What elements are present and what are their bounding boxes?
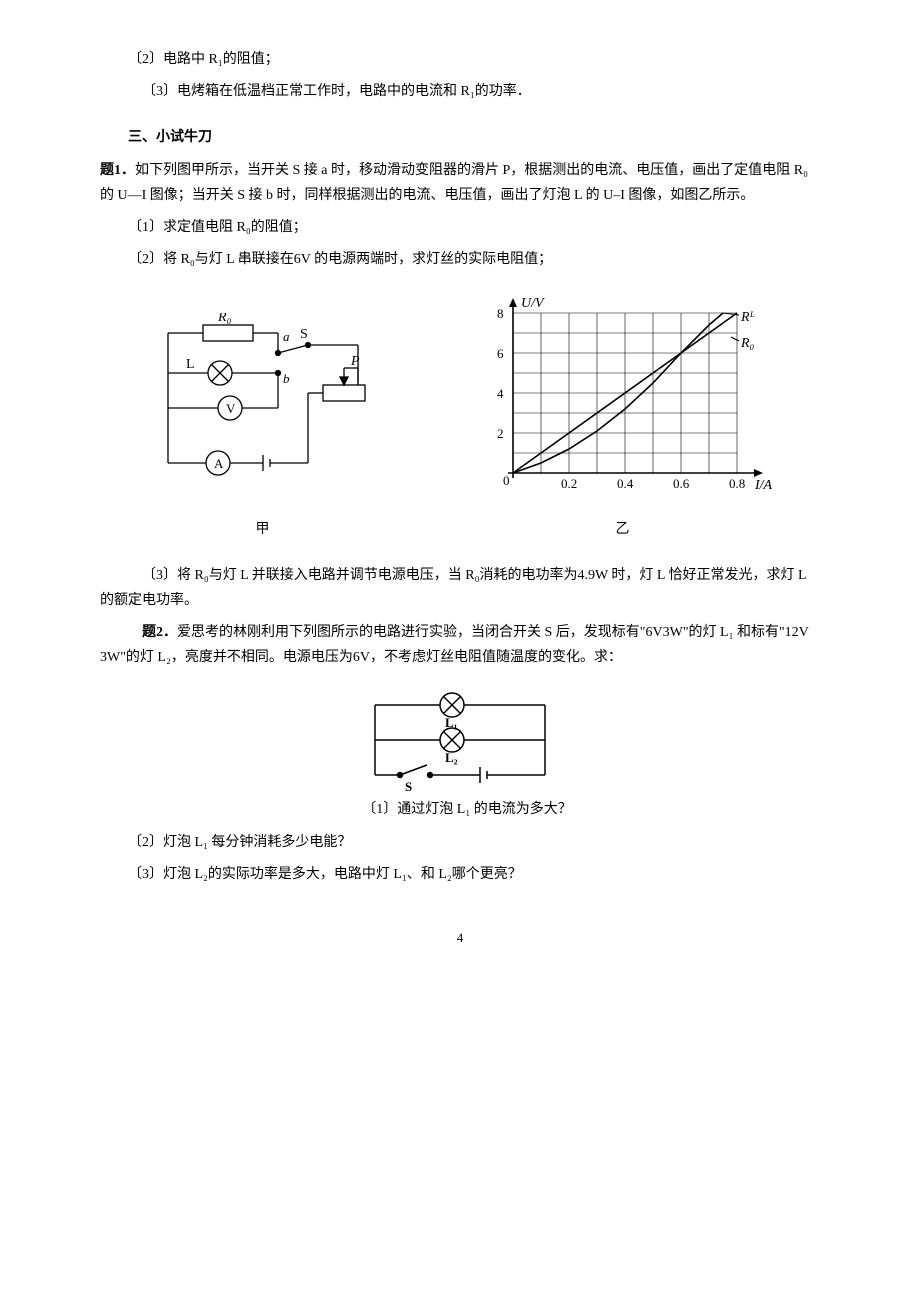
ytick-8: 8 bbox=[497, 306, 504, 321]
label-S: S bbox=[300, 327, 308, 342]
label-A: A bbox=[214, 456, 224, 471]
label-S2: S bbox=[405, 779, 412, 794]
p2-body: 爱思考的林刚利用下列图所示的电路进行实验，当闭合开关 S 后，发现标有"6V3W… bbox=[100, 625, 809, 665]
xlabel: I/A bbox=[754, 478, 773, 493]
circuit-jia-svg: R₀ L a b S P V A bbox=[148, 313, 378, 503]
p1-q1: 〔1〕求定值电阻 R₀的阻值； bbox=[100, 215, 820, 240]
label-R0-line: R₀ bbox=[740, 336, 755, 351]
figure-2-wrap: L₁ L₂ S 〔1〕通过灯泡 L₁ 的电流为多大？ bbox=[100, 685, 820, 823]
caption-jia: 甲 bbox=[148, 517, 378, 542]
ytick-4: 4 bbox=[497, 386, 504, 401]
top-q2: 〔2〕电路中 R₁的阻值； bbox=[100, 47, 820, 72]
xtick-04: 0.4 bbox=[617, 476, 634, 491]
label-b: b bbox=[283, 371, 290, 386]
origin: 0 bbox=[503, 473, 510, 488]
label-P: P bbox=[350, 354, 360, 369]
graph-yi-svg: U/V I/A 0 2 4 6 8 0.2 0.4 0.6 0.8 Rᴸ R₀ bbox=[473, 293, 773, 503]
problem-1: 题1．如下列图甲所示，当开关 S 接 a 时，移动滑动变阻器的滑片 P，根据测出… bbox=[100, 158, 820, 208]
caption-yi: 乙 bbox=[473, 517, 773, 542]
p1-q2: 〔2〕将 R₀与灯 L 串联接在6V 的电源两端时，求灯丝的实际电阻值； bbox=[100, 247, 820, 272]
label-a: a bbox=[283, 329, 290, 344]
ytick-2: 2 bbox=[497, 426, 504, 441]
ylabel: U/V bbox=[521, 296, 545, 311]
label-R0: R₀ bbox=[217, 313, 232, 325]
p2-q1: 〔1〕通过灯泡 L₁ 的电流为多大？ bbox=[362, 797, 571, 822]
xtick-02: 0.2 bbox=[561, 476, 577, 491]
p2-q3: 〔3〕灯泡 L₂的实际功率是多大，电路中灯 L₁、和 L₂哪个更亮？ bbox=[100, 862, 820, 887]
xtick-06: 0.6 bbox=[673, 476, 690, 491]
figure-row-1: R₀ L a b S P V A 甲 bbox=[100, 293, 820, 542]
p1-q3: 〔3〕将 R₀与灯 L 并联接入电路并调节电源电压，当 R₀消耗的电功率为4.9… bbox=[100, 563, 820, 613]
label-V: V bbox=[226, 401, 236, 416]
p1-body: 如下列图甲所示，当开关 S 接 a 时，移动滑动变阻器的滑片 P，根据测出的电流… bbox=[100, 163, 808, 203]
top-q3: 〔3〕电烤箱在低温档正常工作时，电路中的电流和 R₁的功率． bbox=[100, 79, 820, 104]
label-L: L bbox=[186, 357, 195, 372]
figure-jia: R₀ L a b S P V A 甲 bbox=[148, 313, 378, 542]
p1-title: 题1． bbox=[100, 163, 135, 178]
label-L1: L₁ bbox=[445, 715, 458, 730]
circuit-2-svg: L₁ L₂ S bbox=[345, 685, 575, 795]
section-3-title: 三、小试牛刀 bbox=[100, 125, 820, 150]
label-RL: Rᴸ bbox=[740, 310, 755, 325]
p2-q2: 〔2〕灯泡 L₁ 每分钟消耗多少电能？ bbox=[100, 830, 820, 855]
figure-yi: U/V I/A 0 2 4 6 8 0.2 0.4 0.6 0.8 Rᴸ R₀ … bbox=[473, 293, 773, 542]
label-L2: L₂ bbox=[445, 750, 458, 765]
p2-title: 题2． bbox=[142, 625, 177, 640]
problem-2: 题2．爱思考的林刚利用下列图所示的电路进行实验，当闭合开关 S 后，发现标有"6… bbox=[100, 620, 820, 670]
ytick-6: 6 bbox=[497, 346, 504, 361]
page-number: 4 bbox=[100, 926, 820, 949]
xtick-08: 0.8 bbox=[729, 476, 745, 491]
